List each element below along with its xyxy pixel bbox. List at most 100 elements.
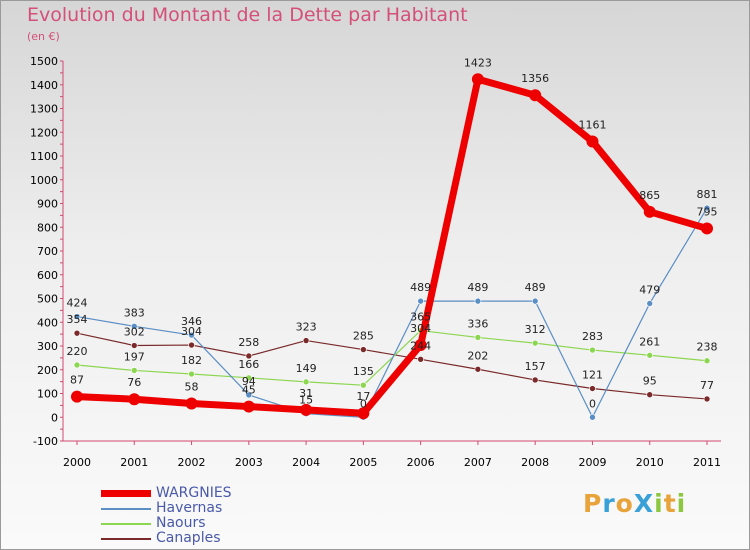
chart-title: Evolution du Montant de la Dette par Hab… <box>27 4 468 26</box>
x-tick-label: 2009 <box>578 456 606 469</box>
data-point-wargnies <box>185 397 198 410</box>
data-label-havernas: 15 <box>299 394 313 407</box>
data-label-wargnies: 45 <box>242 384 256 397</box>
y-tick-label: 600 <box>37 269 58 282</box>
data-label-naours: 283 <box>582 330 603 343</box>
series-line-canaples <box>76 332 708 400</box>
data-label-wargnies: 31 <box>299 387 313 400</box>
data-label-naours: 261 <box>639 335 660 348</box>
data-label-canaples: 244 <box>410 339 431 352</box>
data-label-wargnies: 87 <box>70 374 84 387</box>
y-tick-label: 1500 <box>30 55 58 68</box>
data-label-naours: 312 <box>525 323 546 336</box>
x-tick-label: 2007 <box>464 456 492 469</box>
y-tick-label: 800 <box>37 221 58 234</box>
data-label-havernas: 424 <box>67 297 88 310</box>
data-point-naours <box>73 361 81 369</box>
data-label-canaples: 285 <box>353 330 374 343</box>
data-point-canaples <box>646 391 654 398</box>
data-label-canaples: 323 <box>296 321 317 334</box>
data-label-havernas: 479 <box>639 283 660 296</box>
data-point-canaples <box>531 376 539 384</box>
proxiti-logo: ProXiti <box>583 489 686 518</box>
legend-swatch-canaples <box>101 538 151 540</box>
data-point-wargnies <box>71 390 83 403</box>
logo-letter: t <box>663 489 677 518</box>
data-label-havernas: 346 <box>181 315 202 328</box>
chart-subtitle: (en €) <box>27 30 60 43</box>
data-point-naours <box>130 367 138 374</box>
y-tick-label: 400 <box>37 316 58 329</box>
data-point-wargnies <box>701 222 713 235</box>
data-point-havernas <box>417 297 424 305</box>
x-tick-label: 2006 <box>407 456 435 469</box>
data-label-naours: 238 <box>697 341 718 354</box>
data-point-naours <box>531 339 539 347</box>
data-point-wargnies <box>414 339 427 352</box>
data-label-havernas: 0 <box>360 397 367 410</box>
legend-label-wargnies: WARGNIES <box>156 485 232 501</box>
logo-letter: X <box>633 489 655 518</box>
legend-label-naours: Naours <box>156 515 206 531</box>
data-point-wargnies <box>643 205 656 218</box>
data-label-havernas: 881 <box>697 188 718 201</box>
data-point-canaples <box>302 337 310 344</box>
data-label-canaples: 157 <box>525 360 546 373</box>
data-label-wargnies: 17 <box>356 390 370 403</box>
data-point-canaples <box>245 352 253 360</box>
data-label-naours: 220 <box>67 345 88 358</box>
data-point-wargnies <box>300 403 313 416</box>
x-tick-label: 2008 <box>521 456 549 469</box>
data-point-havernas <box>531 297 539 305</box>
series-line-havernas <box>76 207 708 418</box>
data-point-canaples <box>130 342 138 349</box>
data-point-canaples <box>417 355 424 363</box>
data-label-naours: 336 <box>467 317 488 330</box>
data-label-canaples: 121 <box>582 369 603 382</box>
data-point-havernas <box>188 331 195 339</box>
data-point-wargnies <box>529 89 542 102</box>
data-point-canaples <box>188 341 195 349</box>
data-label-canaples: 258 <box>238 336 259 349</box>
legend-label-havernas: Havernas <box>156 500 223 516</box>
data-label-wargnies: 795 <box>697 205 718 218</box>
data-label-canaples: 302 <box>124 326 145 339</box>
data-label-naours: 197 <box>124 350 145 363</box>
data-point-havernas <box>130 322 138 330</box>
data-label-naours: 365 <box>410 311 431 324</box>
data-label-havernas: 94 <box>242 375 256 388</box>
logo-letter: o <box>615 489 634 518</box>
data-label-havernas: 383 <box>124 306 145 319</box>
y-tick-label: 1100 <box>30 150 58 163</box>
data-point-canaples <box>703 395 711 403</box>
data-label-havernas: 489 <box>525 281 546 294</box>
legend-label-canaples: Canaples <box>156 530 221 546</box>
data-point-havernas <box>589 413 596 421</box>
data-label-wargnies: 76 <box>127 376 141 389</box>
y-tick-label: 500 <box>37 293 58 306</box>
logo-letter: i <box>676 489 687 518</box>
data-point-canaples <box>73 329 81 337</box>
data-label-havernas: 489 <box>467 281 488 294</box>
legend-swatch-wargnies <box>101 490 151 497</box>
x-tick-label: 2010 <box>636 456 664 469</box>
data-label-naours: 182 <box>181 354 202 367</box>
y-tick-label: 0 <box>51 411 58 424</box>
data-label-wargnies: 58 <box>185 380 199 393</box>
logo-letter: r <box>602 489 616 518</box>
logo-letter: i <box>654 489 664 518</box>
y-tick-label: 1300 <box>30 103 58 116</box>
x-tick-label: 2004 <box>292 456 320 469</box>
y-tick-label: 200 <box>37 364 58 377</box>
data-point-wargnies <box>357 407 370 420</box>
data-label-wargnies: 1161 <box>578 119 606 132</box>
data-label-canaples: 202 <box>467 349 488 362</box>
data-point-canaples <box>360 346 367 353</box>
y-tick-label: 100 <box>37 388 58 401</box>
data-label-naours: 135 <box>353 365 374 378</box>
data-point-naours <box>703 357 711 365</box>
legend-swatch-havernas <box>101 508 151 510</box>
data-label-wargnies: 865 <box>639 189 660 202</box>
